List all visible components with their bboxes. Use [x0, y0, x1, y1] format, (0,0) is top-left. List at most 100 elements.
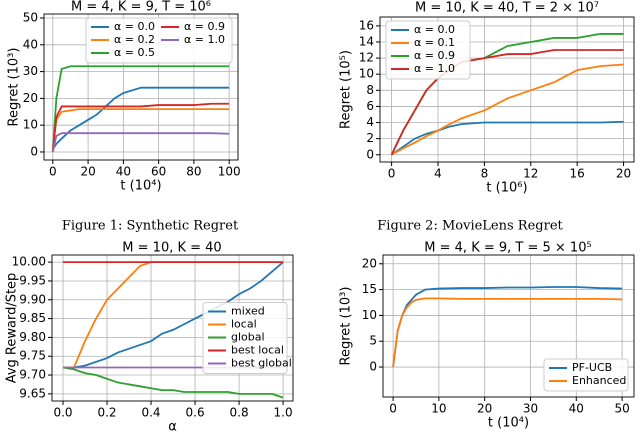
series-line: [51, 108, 230, 147]
x-tick-label: 12: [523, 167, 538, 181]
x-tick-label: 0.8: [230, 406, 249, 420]
y-tick-label: 9.70: [19, 368, 46, 382]
x-tick-label: 8: [481, 167, 489, 181]
y-tick-label: 4: [366, 115, 374, 129]
x-tick-label: 20: [477, 402, 492, 416]
x-tick-label: 0: [49, 165, 57, 179]
legend-label: α = 0.2: [114, 33, 155, 46]
x-tick-label: 40: [116, 165, 131, 179]
chart-title: M = 10, K = 40: [122, 241, 221, 256]
y-tick-label: 9.80: [19, 330, 46, 344]
series-line: [62, 366, 284, 399]
y-tick-label: 10: [359, 67, 374, 81]
figure-caption: Figure 1: Synthetic Regret: [62, 219, 239, 234]
y-tick-label: 16: [359, 18, 374, 32]
y-tick-label: 0: [369, 360, 377, 374]
legend-label: PF-UCB: [572, 361, 612, 374]
series-line: [390, 49, 624, 156]
legend-box: [202, 302, 288, 374]
y-axis-label: Avg Reward/Step: [5, 273, 20, 384]
legend: α = 0.0α = 0.1α = 0.9α = 1.0: [385, 20, 471, 80]
chart-title: M = 10, K = 40, T = 2 × 10⁷: [415, 1, 599, 16]
x-tick-label: 40: [569, 402, 584, 416]
y-tick-label: 2: [366, 131, 374, 145]
series-line: [63, 261, 284, 369]
x-tick-label: 16: [570, 167, 585, 181]
y-tick-label: 9.85: [19, 311, 46, 325]
y-tick-label: 15: [362, 282, 377, 296]
legend-label: α = 1.0: [414, 62, 455, 75]
legend-label: α = 1.0: [184, 33, 225, 46]
axes-frame: [43, 13, 239, 161]
y-tick-label: 8: [366, 83, 374, 97]
legend: α = 0.0α = 0.2α = 0.5 α = 0.9α = 1.0: [85, 17, 233, 64]
legend-label: local: [231, 318, 257, 331]
legend-label: α = 0.0: [114, 20, 155, 33]
x-tick-label: 0.4: [141, 406, 160, 420]
legend-label: α = 0.9: [184, 20, 225, 33]
axes-frame: [382, 254, 635, 398]
x-tick-label: 0: [388, 167, 396, 181]
x-axis-label: t (10⁴): [488, 416, 529, 431]
y-axis-label: Regret (10³): [7, 48, 22, 127]
y-axis-label: Regret (10³): [339, 287, 354, 366]
axes-frame: [51, 254, 294, 402]
y-tick-label: 10: [23, 118, 38, 132]
x-tick-label: 10: [431, 402, 446, 416]
y-tick-label: 6: [366, 99, 374, 113]
y-axis-label: Regret (10⁵): [339, 50, 354, 129]
x-tick-label: 60: [151, 165, 166, 179]
y-tick-label: 9.90: [19, 292, 46, 306]
legend-label: Enhanced: [572, 374, 626, 387]
y-tick-label: 20: [362, 256, 377, 270]
y-tick-label: 12: [359, 51, 374, 65]
chart-title: M = 4, K = 9, T = 5 × 10⁵: [424, 241, 591, 256]
x-tick-label: 20: [616, 167, 631, 181]
y-tick-label: 9.95: [19, 273, 46, 287]
x-tick-label: 100: [218, 165, 241, 179]
x-axis-label: t (10⁴): [120, 179, 161, 194]
legend-label: α = 0.1: [414, 36, 455, 49]
legend-label: global: [231, 331, 265, 344]
x-tick-label: 20: [80, 165, 95, 179]
series-line: [391, 120, 624, 156]
legend-label: best global: [231, 357, 292, 370]
legend-label: α = 0.9: [414, 49, 455, 62]
y-tick-label: 10.00: [12, 255, 46, 269]
y-tick-label: 9.75: [19, 349, 46, 363]
x-tick-label: 1.0: [274, 406, 293, 420]
x-tick-label: 0.0: [53, 406, 72, 420]
legend-label: α = 0.5: [114, 46, 155, 59]
y-tick-label: 0: [30, 144, 38, 158]
series-line: [51, 102, 230, 153]
series-line: [391, 63, 624, 156]
legend-label: best local: [231, 344, 284, 357]
legend-box: [85, 17, 233, 64]
x-tick-label: 0.2: [97, 406, 116, 420]
x-tick-label: 0: [389, 402, 397, 416]
y-tick-label: 20: [23, 91, 38, 105]
y-tick-label: 40: [23, 37, 38, 51]
y-tick-label: 9.65: [19, 386, 46, 400]
y-tick-label: 30: [23, 64, 38, 78]
x-tick-label: 50: [614, 402, 629, 416]
y-tick-label: 0: [366, 147, 374, 161]
series-line: [51, 65, 230, 153]
figure-caption: Figure 2: MovieLens Regret: [377, 219, 563, 234]
x-tick-label: 30: [523, 402, 538, 416]
y-tick-label: 5: [369, 334, 377, 348]
series-line: [51, 132, 230, 153]
legend-label: α = 0.0: [414, 23, 455, 36]
y-tick-label: 50: [23, 11, 38, 25]
x-axis-label: t (10⁶): [486, 181, 527, 196]
series-line: [52, 86, 230, 150]
y-tick-label: 14: [359, 34, 374, 48]
x-axis-label: α: [168, 420, 177, 434]
x-tick-label: 4: [434, 167, 442, 181]
y-tick-label: 10: [362, 308, 377, 322]
legend-box: [385, 20, 471, 80]
axes-frame: [379, 16, 635, 163]
